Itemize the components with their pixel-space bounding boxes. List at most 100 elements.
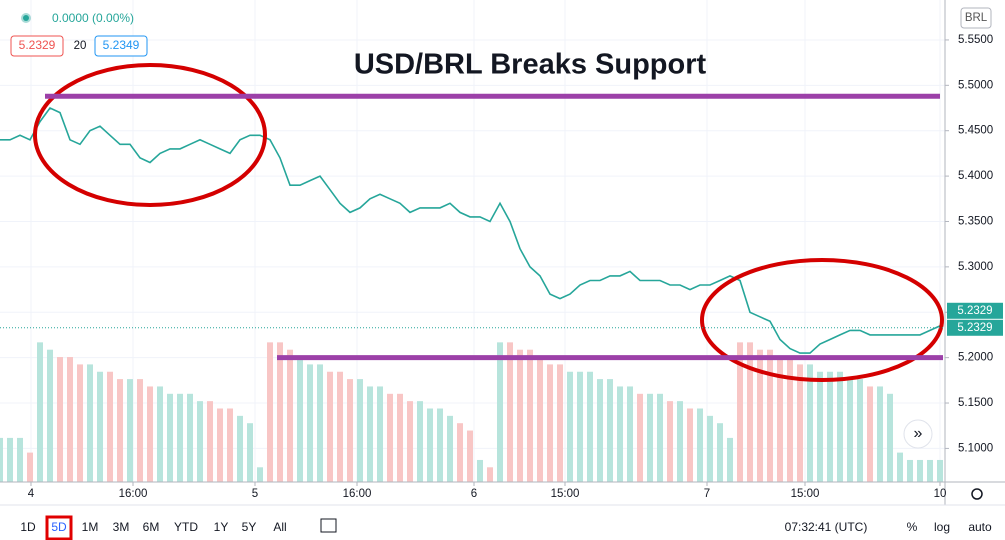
volume-bar (217, 408, 223, 482)
volume-bar (647, 393, 653, 482)
compare-icon[interactable] (320, 518, 337, 533)
x-tick-label: 6 (471, 488, 477, 500)
volume-bar (557, 364, 563, 482)
volume-bar (517, 349, 523, 482)
volume-bar (547, 364, 553, 482)
y-tick-label: 5.4500 (958, 125, 993, 137)
bid-box[interactable] (10, 35, 64, 57)
x-tick-label: 5 (252, 488, 258, 500)
volume-bar (107, 371, 113, 482)
volume-bar (387, 393, 393, 482)
volume-bar (87, 364, 93, 482)
volume-bar (827, 371, 833, 482)
ask-box[interactable] (94, 35, 148, 57)
volume-bar (877, 386, 883, 482)
x-tick-label: 16:00 (119, 488, 148, 500)
range-button[interactable]: 1Y (214, 520, 229, 534)
range-button[interactable]: All (273, 520, 286, 534)
log-toggle[interactable]: log (934, 520, 950, 534)
volume-bar (227, 408, 233, 482)
range-button[interactable]: 6M (143, 520, 160, 534)
scroll-button[interactable] (903, 419, 933, 449)
volume-bar (147, 386, 153, 482)
highlight-ellipse (33, 63, 267, 207)
volume-bar (597, 379, 603, 482)
highlight-ellipse (700, 258, 944, 382)
y-tick-label: 5.5500 (958, 34, 993, 46)
volume-bar (657, 393, 663, 482)
range-button[interactable]: 5D (51, 520, 67, 534)
range-button[interactable]: 1M (82, 520, 99, 534)
volume-bar (57, 357, 63, 482)
volume-bar (497, 342, 503, 482)
volume-bar (297, 357, 303, 482)
price-tag-label: 5.2329 (957, 322, 992, 334)
volume-bar (907, 459, 913, 482)
percent-toggle[interactable]: % (907, 520, 918, 534)
volume-bar (327, 371, 333, 482)
status-dot (23, 15, 29, 21)
volume-bar (287, 349, 293, 482)
x-tick-label: 15:00 (791, 488, 820, 500)
x-tick-label: 4 (28, 488, 35, 500)
volume-bar (887, 393, 893, 482)
volume-bar (737, 342, 743, 482)
range-button[interactable]: 5Y (242, 520, 257, 534)
currency-box[interactable] (960, 7, 992, 29)
volume-bar (427, 408, 433, 482)
volume-bar (797, 364, 803, 482)
volume-bar (7, 437, 13, 482)
volume-bar (607, 379, 613, 482)
y-tick-label: 5.3000 (958, 261, 993, 273)
x-tick-label: 16:00 (343, 488, 372, 500)
volume-bar (47, 349, 53, 482)
volume-bar (627, 386, 633, 482)
range-button[interactable]: 3M (113, 520, 130, 534)
volume-bar (97, 371, 103, 482)
volume-bar (507, 342, 513, 482)
volume-bar (307, 364, 313, 482)
volume-bar (167, 393, 173, 482)
volume-bar (337, 371, 343, 482)
scroll-icon: » (914, 425, 923, 442)
volume-bar (207, 401, 213, 482)
volume-bar (357, 379, 363, 482)
volume-bar (787, 357, 793, 482)
volume-bar (197, 401, 203, 482)
volume-bar (157, 386, 163, 482)
volume-bar (727, 437, 733, 482)
volume-bar (527, 349, 533, 482)
volume-bar (717, 423, 723, 482)
price-tag (947, 319, 1003, 336)
volume-bar (927, 459, 933, 482)
x-tick-label: 10 (934, 488, 947, 500)
range-button[interactable]: 1D (20, 520, 36, 534)
chart-title: USD/BRL Breaks Support (354, 49, 707, 81)
volume-bar (67, 357, 73, 482)
volume-bar (397, 393, 403, 482)
volume-bar (247, 423, 253, 482)
volume-bar (77, 364, 83, 482)
volume-bar (467, 430, 473, 482)
price-line (0, 107, 941, 354)
volume-bar (437, 408, 443, 482)
volume-bar (857, 379, 863, 482)
settings-icon[interactable] (971, 488, 983, 500)
x-tick-label: 15:00 (551, 488, 580, 500)
volume-bar (687, 408, 693, 482)
volume-bar (587, 371, 593, 482)
auto-toggle[interactable]: auto (968, 520, 992, 534)
volume-bar (377, 386, 383, 482)
volume-bar (917, 459, 923, 482)
volume-bar (537, 357, 543, 482)
volume-bar (937, 459, 943, 482)
y-tick-label: 5.1500 (958, 397, 993, 409)
range-button[interactable]: YTD (174, 520, 198, 534)
currency: BRL (965, 12, 988, 24)
volume-bar (187, 393, 193, 482)
volume-bar (837, 371, 843, 482)
volume-bar (577, 371, 583, 482)
volume-bar (457, 423, 463, 482)
volume-bar (257, 467, 263, 482)
